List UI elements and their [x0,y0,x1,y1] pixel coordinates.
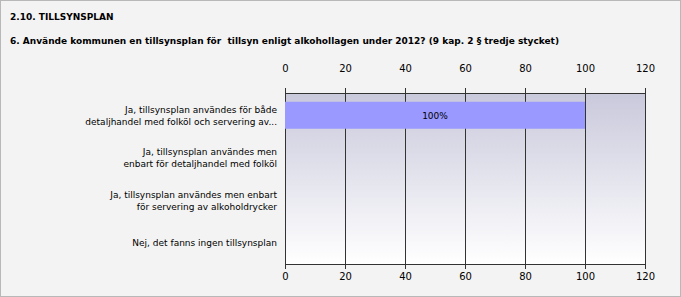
tick-label: 0 [282,271,288,282]
section-title: 2.10. TILLSYNSPLAN [10,12,114,22]
tick-label: 80 [519,271,532,282]
bar [285,187,286,214]
tick-label: 40 [399,63,412,74]
bar [285,144,286,171]
tick-label: 40 [399,271,412,282]
grid-line [585,94,586,264]
data-label: 100% [422,111,448,121]
tick-label: 60 [459,63,472,74]
tick-label: 100 [576,63,595,74]
tick-label: 120 [636,271,655,282]
chart-title: 6. Använde kommunen en tillsynsplan för … [10,36,559,46]
category-label: detaljhandel med folköl och servering av… [85,117,277,127]
tick-mark [645,88,646,94]
bar [285,229,286,256]
tick-label: 60 [459,271,472,282]
grid-line [645,94,646,264]
category-label: Ja, tillsynsplan användes men [142,147,277,157]
plot-bg [285,94,645,264]
tick-label: 0 [282,63,288,74]
tick-label: 100 [576,271,595,282]
category-label: enbart för detaljhandel med folköl [123,159,277,169]
frame [1,1,681,297]
tick-mark [645,264,646,269]
category-label: Ja, tillsynsplan användes för både [124,105,277,115]
tick-label: 120 [636,63,655,74]
bar [285,102,585,129]
axis-line [285,93,645,94]
axis-line [285,264,645,265]
category-label: Ja, tillsynsplan användes men enbart [109,190,277,200]
category-label: för servering av alkoholdrycker [137,202,277,212]
tick-label: 20 [339,271,352,282]
tick-label: 20 [339,63,352,74]
tick-label: 80 [519,63,532,74]
category-label: Nej, det fanns ingen tillsynsplan [132,238,277,248]
bars [285,102,585,129]
